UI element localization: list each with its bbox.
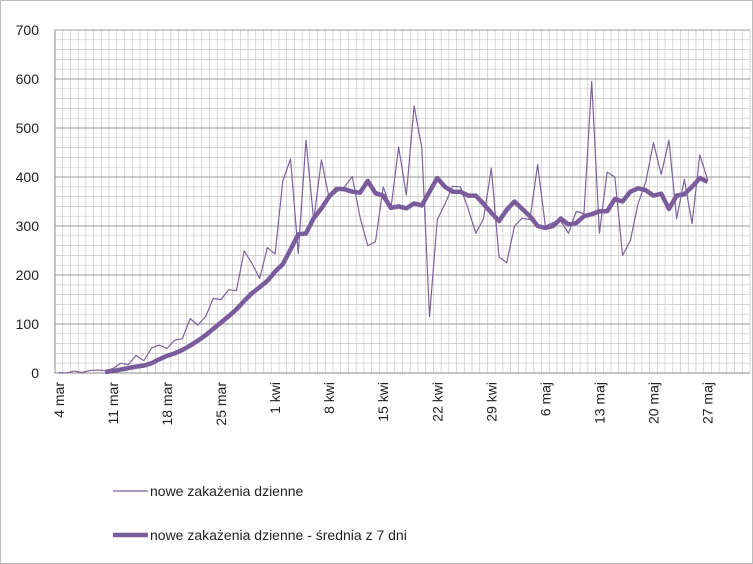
x-tick-label: 20 maj: [645, 382, 661, 424]
x-tick-label: 6 maj: [537, 382, 553, 416]
x-tick-label: 27 maj: [700, 382, 716, 424]
y-tick-label: 0: [31, 365, 39, 381]
y-tick-label: 200: [16, 267, 40, 283]
y-tick-label: 300: [16, 218, 40, 234]
legend-label: nowe zakażenia dzienne - średnia z 7 dni: [150, 527, 407, 543]
x-tick-label: 4 mar: [51, 382, 67, 418]
x-tick-label: 25 mar: [213, 382, 229, 426]
y-tick-label: 500: [16, 120, 40, 136]
y-tick-label: 600: [16, 71, 40, 87]
x-tick-label: 22 kwi: [429, 382, 445, 422]
y-tick-label: 400: [16, 169, 40, 185]
x-tick-label: 1 kwi: [267, 382, 283, 414]
x-tick-label: 18 mar: [159, 382, 175, 426]
x-tick-label: 13 maj: [591, 382, 607, 424]
x-tick-label: 8 kwi: [321, 382, 337, 414]
x-tick-label: 29 kwi: [483, 382, 499, 422]
y-tick-label: 100: [16, 316, 40, 332]
x-tick-label: 11 mar: [105, 382, 121, 425]
data-line: [58, 80, 709, 374]
y-tick-label: 700: [16, 22, 40, 38]
legend-label: nowe zakażenia dzienne: [150, 483, 304, 499]
x-tick-label: 15 kwi: [375, 382, 391, 422]
data-line: [104, 175, 709, 375]
